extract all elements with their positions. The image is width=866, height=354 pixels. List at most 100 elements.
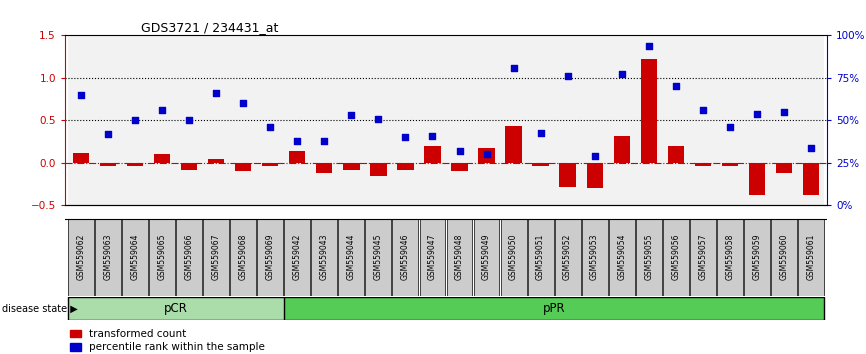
Text: GSM559049: GSM559049 — [482, 234, 491, 280]
FancyBboxPatch shape — [68, 219, 94, 296]
FancyBboxPatch shape — [284, 219, 310, 296]
Text: pPR: pPR — [543, 302, 565, 315]
Bar — [641, 59, 656, 163]
Point — [615, 72, 629, 77]
Point — [236, 101, 250, 106]
Point — [480, 152, 494, 157]
FancyBboxPatch shape — [392, 219, 418, 296]
Point — [263, 124, 277, 130]
Text: GSM559067: GSM559067 — [212, 234, 221, 280]
Bar — [68, 35, 94, 205]
Text: GSM559044: GSM559044 — [347, 234, 356, 280]
Bar — [94, 35, 122, 205]
Text: GSM559052: GSM559052 — [563, 234, 572, 280]
Bar — [662, 35, 689, 205]
FancyBboxPatch shape — [447, 219, 473, 296]
Point — [777, 109, 791, 115]
FancyBboxPatch shape — [474, 219, 500, 296]
Point — [210, 90, 223, 96]
Bar — [236, 163, 251, 171]
FancyBboxPatch shape — [554, 219, 580, 296]
FancyBboxPatch shape — [339, 219, 365, 296]
Bar — [343, 163, 359, 170]
FancyBboxPatch shape — [419, 219, 445, 296]
Bar — [716, 35, 743, 205]
Bar — [527, 35, 554, 205]
Bar — [316, 163, 333, 173]
Point — [723, 124, 737, 130]
Bar — [127, 163, 143, 166]
Bar — [392, 35, 419, 205]
Bar — [721, 163, 738, 166]
Bar — [695, 163, 711, 166]
Point — [318, 138, 332, 144]
Bar — [776, 163, 792, 173]
Bar — [149, 35, 176, 205]
Bar — [100, 163, 116, 166]
Text: GSM559058: GSM559058 — [725, 234, 734, 280]
Bar — [176, 35, 203, 205]
Text: GSM559054: GSM559054 — [617, 234, 626, 280]
Point — [588, 153, 602, 159]
Text: GSM559069: GSM559069 — [266, 234, 275, 280]
Bar — [581, 35, 608, 205]
Point — [750, 111, 764, 116]
Bar — [608, 35, 635, 205]
Bar — [770, 35, 798, 205]
Bar — [478, 148, 494, 163]
Bar — [554, 35, 581, 205]
Bar — [419, 35, 446, 205]
FancyBboxPatch shape — [95, 219, 121, 296]
Bar — [154, 154, 171, 163]
Text: GDS3721 / 234431_at: GDS3721 / 234431_at — [141, 21, 279, 34]
Text: GSM559057: GSM559057 — [698, 234, 708, 280]
Bar — [424, 146, 441, 163]
Point — [695, 107, 709, 113]
FancyBboxPatch shape — [230, 219, 256, 296]
Legend: transformed count, percentile rank within the sample: transformed count, percentile rank withi… — [70, 329, 265, 352]
FancyBboxPatch shape — [717, 219, 743, 296]
Text: GSM559059: GSM559059 — [753, 234, 761, 280]
FancyBboxPatch shape — [527, 219, 553, 296]
Text: GSM559055: GSM559055 — [644, 234, 653, 280]
Text: GSM559045: GSM559045 — [374, 234, 383, 280]
Text: GSM559060: GSM559060 — [779, 234, 788, 280]
Text: GSM559068: GSM559068 — [239, 234, 248, 280]
FancyBboxPatch shape — [689, 219, 715, 296]
FancyBboxPatch shape — [662, 219, 688, 296]
Point — [669, 84, 682, 89]
Text: GSM559042: GSM559042 — [293, 234, 302, 280]
Bar — [798, 35, 824, 205]
Bar — [397, 163, 414, 170]
Point — [804, 145, 818, 150]
FancyBboxPatch shape — [177, 219, 203, 296]
Bar — [122, 35, 149, 205]
FancyBboxPatch shape — [257, 219, 283, 296]
Bar — [181, 163, 197, 170]
Bar — [284, 35, 311, 205]
Bar — [506, 126, 521, 163]
Text: GSM559053: GSM559053 — [590, 234, 599, 280]
Bar — [73, 153, 89, 163]
Bar — [500, 35, 527, 205]
Text: GSM559048: GSM559048 — [455, 234, 464, 280]
Point — [642, 43, 656, 48]
Point — [425, 133, 439, 138]
Text: disease state ▶: disease state ▶ — [2, 304, 77, 314]
Text: GSM559062: GSM559062 — [77, 234, 86, 280]
FancyBboxPatch shape — [284, 297, 824, 320]
FancyBboxPatch shape — [744, 219, 770, 296]
Point — [453, 148, 467, 154]
Bar — [586, 163, 603, 188]
FancyBboxPatch shape — [636, 219, 662, 296]
Point — [128, 118, 142, 123]
FancyBboxPatch shape — [582, 219, 608, 296]
FancyBboxPatch shape — [771, 219, 797, 296]
Point — [560, 73, 574, 79]
Bar — [257, 35, 284, 205]
Bar — [613, 136, 630, 163]
Text: GSM559043: GSM559043 — [320, 234, 329, 280]
Text: GSM559051: GSM559051 — [536, 234, 545, 280]
Bar — [371, 163, 386, 176]
Bar — [311, 35, 338, 205]
